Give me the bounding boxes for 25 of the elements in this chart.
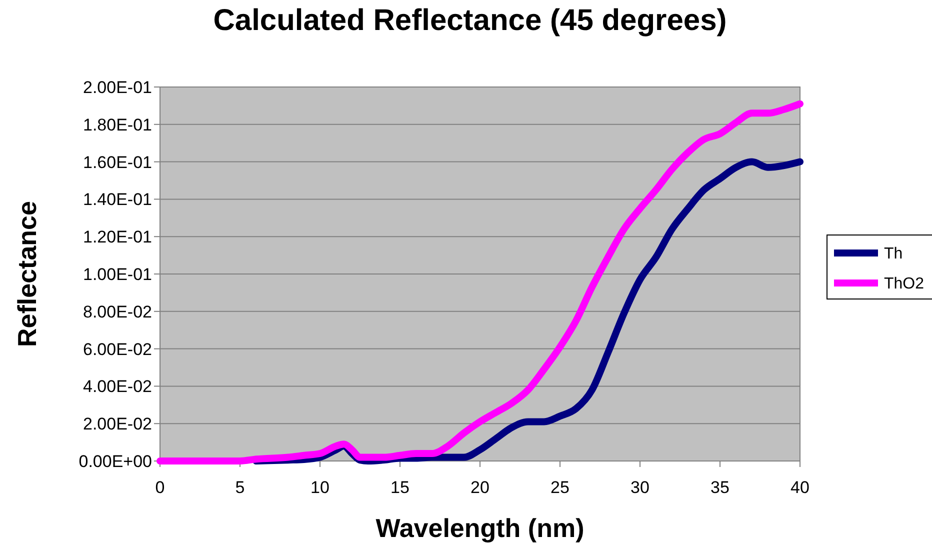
x-tick-label: 15 [390, 478, 410, 497]
y-tick-label: 1.80E-01 [83, 115, 152, 134]
y-axis-title: Reflectance [12, 201, 42, 347]
y-tick-label: 1.20E-01 [83, 228, 152, 247]
x-tick-label: 25 [550, 478, 570, 497]
x-tick-label: 20 [470, 478, 490, 497]
chart-title: Calculated Reflectance (45 degrees) [213, 4, 727, 37]
y-tick-label: 8.00E-02 [83, 302, 152, 322]
x-tick-label: 35 [710, 478, 730, 497]
y-tick-label: 2.00E-02 [83, 414, 152, 434]
y-tick-label: 1.40E-01 [83, 190, 152, 210]
x-axis-title: Wavelength (nm) [376, 513, 584, 543]
x-tick-label: 40 [790, 478, 810, 497]
x-tick-label: 10 [310, 478, 330, 497]
y-tick-label: 4.00E-02 [83, 377, 152, 396]
x-tick-label: 5 [235, 478, 245, 497]
legend-label: ThO2 [884, 276, 924, 293]
y-tick-label: 6.00E-02 [83, 340, 152, 359]
y-tick-label: 1.60E-01 [83, 152, 152, 172]
legend-label: Th [884, 246, 903, 263]
x-tick-label: 30 [630, 478, 650, 497]
y-tick-label: 2.00E-01 [83, 78, 152, 97]
x-tick-label: 0 [155, 478, 165, 497]
y-tick-label: 0.00E+00 [78, 452, 152, 471]
y-tick-label: 1.00E-01 [83, 264, 152, 284]
